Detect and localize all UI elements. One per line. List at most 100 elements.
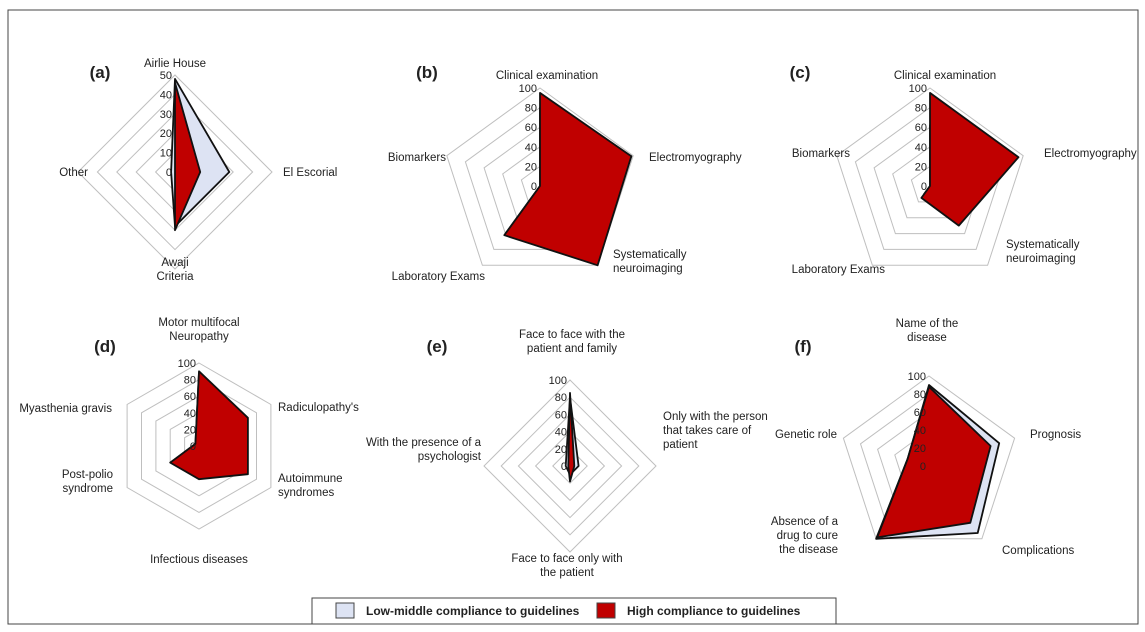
panel-f-label: (f) xyxy=(795,337,812,356)
panel-b-axis-label: Biomarkers xyxy=(388,152,446,164)
panel-a-axis-label-line: Airlie House xyxy=(144,58,206,70)
panel-b-axis-label: Systematically neuroimaging xyxy=(613,249,687,275)
panel-a-axis-label-line: Awaji xyxy=(161,257,188,269)
panel-d-tick-label: 100 xyxy=(178,358,196,370)
panel-e-axis-label-line: the patient xyxy=(540,567,595,579)
panel-b-axis-label-line: Laboratory Exams xyxy=(392,271,486,283)
panel-a-axis-label: Airlie House xyxy=(144,58,206,70)
panel-c-axis-label-line: Systematically xyxy=(1006,239,1080,251)
panel-a-grid-ring-4 xyxy=(96,93,254,251)
panel-f-axis-label-line: drug to cure xyxy=(777,530,838,542)
panel-e-axis-label-line: Face to face with the xyxy=(519,329,625,341)
panel-a-tick-label: 30 xyxy=(160,109,172,121)
panel-f-tick-label: 100 xyxy=(908,371,926,383)
panel-d-axis-label-line: syndromes xyxy=(278,487,334,499)
panel-e-grid-ring-5 xyxy=(483,379,657,553)
panel-e-axis-label-line: Only with the person xyxy=(663,411,768,423)
panel-f-axis-label: Complications xyxy=(1002,545,1074,557)
panel-e-tick-label: 0 xyxy=(561,461,567,473)
legend: Low-middle compliance to guidelines High… xyxy=(311,597,837,625)
panel-f-axis-label: Absence of a drug to cure the disease xyxy=(771,516,839,556)
panel-a-axis-label-line: El Escorial xyxy=(283,167,337,179)
panel-e-grid-ring-3 xyxy=(517,413,623,519)
panel-d-tick-label: 20 xyxy=(184,424,196,436)
panel-b-high-series xyxy=(503,92,633,267)
panel-a-axis-label: Other xyxy=(59,167,88,179)
panel-a-high-series xyxy=(174,81,202,232)
panel-c-grid-ring-5 xyxy=(836,87,1024,266)
panel-c-tick-label: 100 xyxy=(909,83,927,95)
panel-b-grid-ring-5 xyxy=(446,87,634,266)
legend-swatch-low xyxy=(335,602,355,619)
panel-c-axis-label: Biomarkers xyxy=(792,148,850,160)
panel-c-axis-label-line: Biomarkers xyxy=(792,148,850,160)
panel-d-axis-label-line: Autoimmune xyxy=(278,473,343,485)
panel-e-tick-label: 60 xyxy=(555,409,567,421)
panel-d-label: (d) xyxy=(94,337,116,356)
legend-label-high: High compliance to guidelines xyxy=(627,604,801,618)
panel-e-axis-label-line: patient and family xyxy=(527,343,617,355)
panel-b-tick-label: 60 xyxy=(525,122,537,134)
panel-f-axis-label-line: disease xyxy=(907,332,947,344)
panel-e-label: (e) xyxy=(427,337,448,356)
panel-d: 0 20 40 60 80 100 Motor multifocal Neuropathy Ra… xyxy=(19,317,359,566)
panel-f-axis-label-line: Prognosis xyxy=(1030,429,1081,441)
panel-c-axis-label: Electromyography xyxy=(1044,148,1137,160)
panel-f-axis-label: Name of the disease xyxy=(896,318,959,344)
panel-b-tick-label: 0 xyxy=(531,181,537,193)
panel-d-axis-label: Radiculopathy's xyxy=(278,402,359,414)
panel-e-axis-label: Only with the person that takes care of pa… xyxy=(663,411,768,451)
panel-a-tick-label: 10 xyxy=(160,148,172,160)
panel-f-tick-label: 40 xyxy=(914,425,926,437)
panel-b-axis-label-line: Systematically xyxy=(613,249,687,261)
panel-e-axis-label-line: With the presence of a xyxy=(366,437,482,449)
panel-e-grid-ring-2 xyxy=(534,430,606,502)
panel-e-axis-label-line: patient xyxy=(663,439,698,451)
panel-c-axis-label-line: Clinical examination xyxy=(894,70,996,82)
panel-a-tick-label: 40 xyxy=(160,89,172,101)
panel-d-axis-label-line: Myasthenia gravis xyxy=(19,403,112,415)
panel-f-axis-label: Prognosis xyxy=(1030,429,1081,441)
panel-c-axis-label-line: Electromyography xyxy=(1044,148,1137,160)
panel-d-axis-label-line: Infectious diseases xyxy=(150,554,248,566)
panel-d-axis-label-line: Post-polio xyxy=(62,469,113,481)
panel-b-axis-label: Electromyography xyxy=(649,152,742,164)
panel-e: 0 20 40 60 80 100 Face to face with the patient… xyxy=(366,329,768,579)
panel-f-axis-label-line: Complications xyxy=(1002,545,1074,557)
panel-f-grid-ring-5 xyxy=(842,375,1016,540)
panel-b-axis-label: Laboratory Exams xyxy=(392,271,486,283)
legend-swatch-high xyxy=(596,602,616,619)
panel-d-tick-label: 80 xyxy=(184,375,196,387)
panel-e-grid-ring-1 xyxy=(552,448,588,484)
panel-e-tick-label: 100 xyxy=(549,375,567,387)
panel-f-axis-label-line: the disease xyxy=(779,544,838,556)
panel-d-axis-label: Motor multifocal Neuropathy xyxy=(158,317,239,343)
panel-b-axis-label: Clinical examination xyxy=(496,70,598,82)
panel-a-grid-ring-5 xyxy=(77,74,273,270)
panel-f-axis-label-line: Genetic role xyxy=(775,429,837,441)
panel-d-tick-label: 40 xyxy=(184,408,196,420)
panel-d-axis-label-line: Radiculopathy's xyxy=(278,402,359,414)
panel-f-axis-label-line: Name of the xyxy=(896,318,959,330)
panel-e-axis-label: Face to face with the patient and family xyxy=(519,329,625,355)
panel-e-tick-label: 40 xyxy=(555,427,567,439)
panel-c-label: (c) xyxy=(790,63,811,82)
panel-c-axis-label: Laboratory Exams xyxy=(792,264,886,276)
panel-d-axis-label-line: syndrome xyxy=(63,483,114,495)
panel-e-tick-label: 80 xyxy=(555,392,567,404)
panel-d-grid-ring-4 xyxy=(141,379,257,513)
panel-d-axis-label-line: Motor multifocal xyxy=(158,317,239,329)
panel-a-axis-label: El Escorial xyxy=(283,167,337,179)
panel-c-axis-label: Systematically neuroimaging xyxy=(1006,239,1080,265)
panel-d-high-series xyxy=(169,370,249,481)
panel-b-tick-label: 40 xyxy=(525,142,537,154)
panel-a-label: (a) xyxy=(90,63,111,82)
panel-f-axis-label-line: Absence of a xyxy=(771,516,839,528)
panel-e-axis-label: With the presence of a psychologist xyxy=(366,437,482,463)
panel-f-high-series xyxy=(876,385,992,539)
panel-b-axis-label-line: Biomarkers xyxy=(388,152,446,164)
